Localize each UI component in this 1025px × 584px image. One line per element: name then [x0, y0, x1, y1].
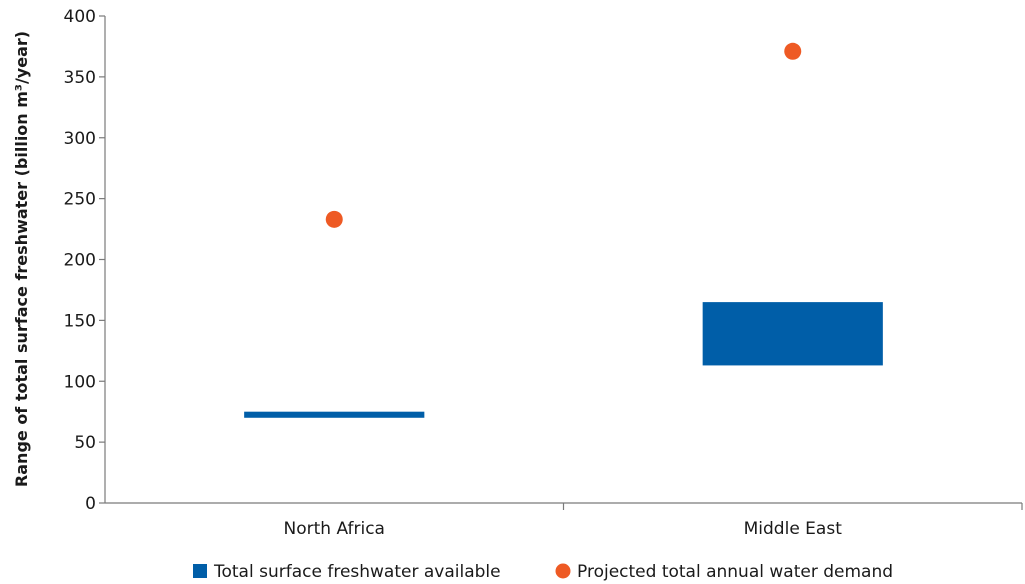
y-tick-label: 50 [74, 433, 96, 453]
x-tick-group: North Africa Middle East [284, 503, 1023, 539]
legend-label-freshwater-available: Total surface freshwater available [213, 562, 501, 582]
range-bar-middle-east [702, 302, 883, 366]
x-tick-label-middle-east: Middle East [744, 519, 843, 539]
y-tick-label: 300 [64, 129, 96, 149]
y-tick-group: 0 50 100 150 200 250 300 350 400 [64, 7, 105, 514]
y-tick-label: 350 [64, 68, 96, 88]
y-tick-label: 150 [64, 311, 96, 331]
y-tick-label: 400 [64, 7, 96, 27]
legend-swatch-water-demand [555, 563, 571, 579]
y-tick-label: 100 [64, 372, 96, 392]
legend: Total surface freshwater available Proje… [193, 562, 893, 582]
range-bar-group [244, 302, 883, 418]
demand-point-north-africa [325, 210, 343, 228]
point-group [325, 42, 802, 228]
y-tick-label: 200 [64, 251, 96, 271]
demand-point-middle-east [784, 42, 802, 60]
y-tick-label: 250 [64, 190, 96, 210]
legend-label-water-demand: Projected total annual water demand [577, 562, 893, 582]
axes-layer [104, 16, 1022, 504]
y-axis-title: Range of total surface freshwater (billi… [12, 31, 31, 487]
y-tick-label: 0 [85, 494, 96, 514]
legend-swatch-freshwater-available [193, 564, 207, 578]
x-tick-label-north-africa: North Africa [284, 519, 385, 539]
range-bar-north-africa [244, 411, 425, 418]
